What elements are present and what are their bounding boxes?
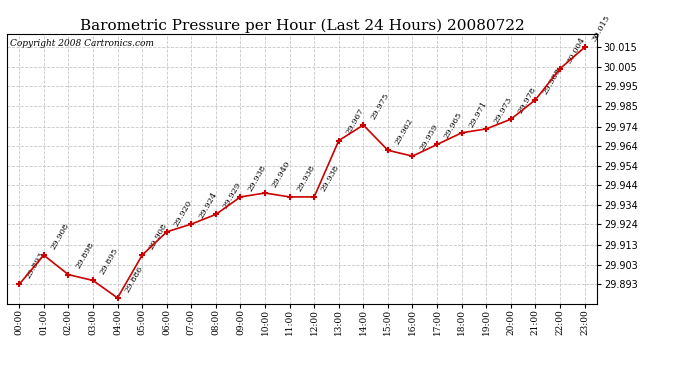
Text: 29.975: 29.975 [369, 92, 391, 121]
Text: 29.924: 29.924 [197, 190, 219, 220]
Text: 29.959: 29.959 [418, 123, 440, 152]
Text: 29.898: 29.898 [74, 241, 95, 270]
Text: 29.967: 29.967 [344, 107, 366, 136]
Title: Barometric Pressure per Hour (Last 24 Hours) 20080722: Barometric Pressure per Hour (Last 24 Ho… [79, 18, 524, 33]
Text: 29.893: 29.893 [25, 251, 46, 280]
Text: 29.971: 29.971 [467, 99, 489, 129]
Text: 29.920: 29.920 [172, 198, 194, 228]
Text: 29.962: 29.962 [393, 117, 415, 146]
Text: 29.938: 29.938 [295, 163, 317, 193]
Text: 29.988: 29.988 [541, 66, 562, 96]
Text: 29.908: 29.908 [49, 222, 71, 251]
Text: 29.908: 29.908 [148, 222, 169, 251]
Text: 29.938: 29.938 [246, 163, 268, 193]
Text: 29.965: 29.965 [442, 111, 464, 140]
Text: 30.015: 30.015 [590, 14, 611, 43]
Text: Copyright 2008 Cartronics.com: Copyright 2008 Cartronics.com [10, 39, 154, 48]
Text: 29.940: 29.940 [270, 159, 292, 189]
Text: 30.004: 30.004 [566, 35, 587, 64]
Text: 29.973: 29.973 [492, 95, 513, 125]
Text: 29.938: 29.938 [319, 163, 342, 193]
Text: 29.886: 29.886 [123, 264, 145, 294]
Text: 29.895: 29.895 [99, 247, 120, 276]
Text: 29.978: 29.978 [516, 86, 538, 115]
Text: 29.929: 29.929 [221, 181, 243, 210]
